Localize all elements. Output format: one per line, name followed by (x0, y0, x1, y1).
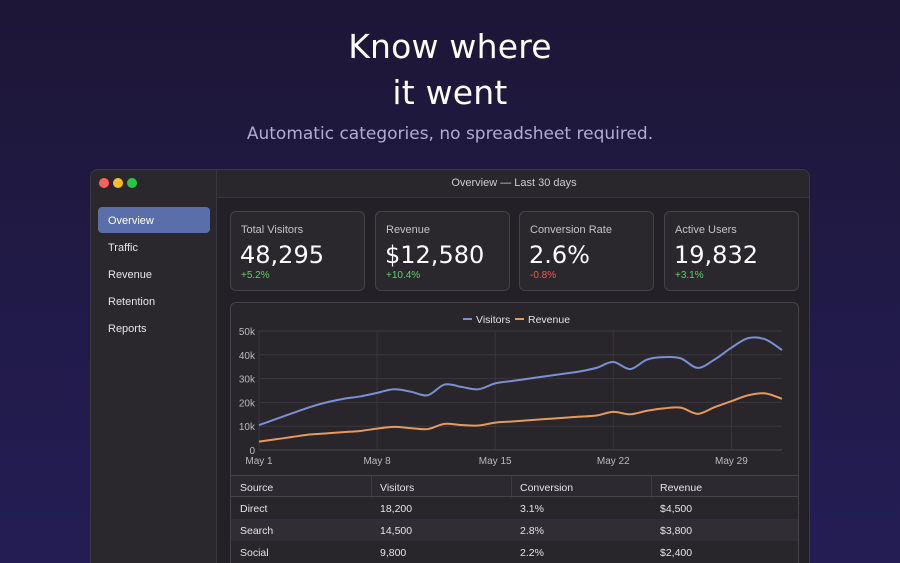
x-tick-label: May 29 (715, 456, 748, 467)
zoom-window-button[interactable] (127, 178, 137, 188)
column-divider (651, 476, 652, 498)
window-title: Overview — Last 30 days (217, 170, 809, 198)
table-header-source[interactable]: Source (240, 482, 274, 494)
table-header-visitors[interactable]: Visitors (380, 482, 415, 494)
sidebar-item-revenue[interactable]: Revenue (108, 269, 153, 281)
legend-label: Visitors (476, 314, 510, 326)
y-tick-label: 40k (239, 351, 256, 362)
table-cell-conversion: 2.2% (520, 547, 544, 559)
stat-label: Revenue (386, 224, 431, 236)
table-cell-visitors: 9,800 (380, 547, 407, 559)
x-tick-label: May 22 (597, 456, 630, 467)
stat-delta: -0.8% (530, 270, 557, 281)
table-row[interactable]: Search 14,500 2.8% $3,800 (231, 519, 798, 541)
close-window-button[interactable] (99, 178, 109, 188)
y-tick-label: 10k (239, 422, 256, 433)
column-divider (371, 476, 372, 498)
table-cell-conversion: 3.1% (520, 503, 544, 515)
legend-label: Revenue (528, 314, 570, 326)
minimize-window-button[interactable] (113, 178, 123, 188)
y-tick-label: 0 (249, 446, 255, 457)
hero-title-line1: Know where (348, 27, 552, 66)
table-header-revenue[interactable]: Revenue (660, 482, 703, 494)
stat-label: Total Visitors (241, 224, 304, 236)
stat-card-total-visitors: Total Visitors 48,295 +5.2% (230, 211, 365, 291)
line-chart: 0 10k 20k 30k 40k 50k May 1 May 8 May 15 May 22 Ma… (239, 314, 783, 467)
app-window: Overview Traffic Revenue Retention Repor… (90, 169, 810, 563)
x-tick-label: May 8 (363, 456, 391, 467)
table-row[interactable]: Direct 18,200 3.1% $4,500 (231, 497, 798, 519)
stat-value: $12,580 (385, 241, 485, 269)
y-tick-label: 50k (239, 327, 256, 338)
stat-card-conversion-rate: Conversion Rate 2.6% -0.8% (519, 211, 654, 291)
sidebar-item-overview[interactable]: Overview (98, 207, 210, 233)
stat-label: Active Users (675, 224, 737, 236)
series-line-visitors (258, 336, 783, 426)
y-tick-label: 30k (239, 375, 256, 386)
stat-label: Conversion Rate (530, 224, 612, 236)
table-cell-source: Direct (240, 503, 268, 515)
column-divider (511, 476, 512, 498)
hero-title: Know where it went (0, 24, 900, 116)
table-cell-source: Social (240, 547, 269, 559)
stat-card-active-users: Active Users 19,832 +3.1% (664, 211, 799, 291)
stat-delta: +5.2% (241, 270, 270, 281)
stat-delta: +10.4% (386, 270, 421, 281)
x-tick-label: May 15 (479, 456, 512, 467)
stat-delta: +3.1% (675, 270, 704, 281)
chart-panel: 0 10k 20k 30k 40k 50k May 1 May 8 May 15 May 22 Ma… (230, 302, 799, 563)
series-line-revenue (258, 392, 783, 443)
table-cell-visitors: 14,500 (380, 525, 413, 537)
sidebar: Overview Traffic Revenue Retention Repor… (91, 170, 217, 563)
sidebar-item-retention[interactable]: Retention (108, 296, 156, 308)
table-cell-source: Search (240, 525, 274, 537)
table-row[interactable]: Social 9,800 2.2% $2,400 (231, 541, 798, 563)
table-cell-revenue: $4,500 (660, 503, 693, 515)
x-tick-label: May 1 (245, 456, 273, 467)
sidebar-item-traffic[interactable]: Traffic (108, 242, 138, 254)
table-cell-revenue: $3,800 (660, 525, 693, 537)
table-cell-revenue: $2,400 (660, 547, 693, 559)
hero-subtitle: Automatic categories, no spreadsheet req… (246, 124, 654, 144)
table-header-conversion[interactable]: Conversion (520, 482, 574, 494)
stat-value: 2.6% (529, 241, 590, 269)
table-header-row: Source Visitors Conversion Revenue (231, 475, 798, 498)
table-cell-visitors: 18,200 (380, 503, 413, 515)
stat-value: 48,295 (240, 241, 324, 269)
table-cell-conversion: 2.8% (520, 525, 544, 537)
y-tick-label: 20k (239, 398, 256, 409)
stat-card-revenue: Revenue $12,580 +10.4% (375, 211, 510, 291)
stat-value: 19,832 (674, 241, 758, 269)
sidebar-item-reports[interactable]: Reports (108, 323, 147, 335)
hero-title-line2: it went (392, 73, 508, 112)
